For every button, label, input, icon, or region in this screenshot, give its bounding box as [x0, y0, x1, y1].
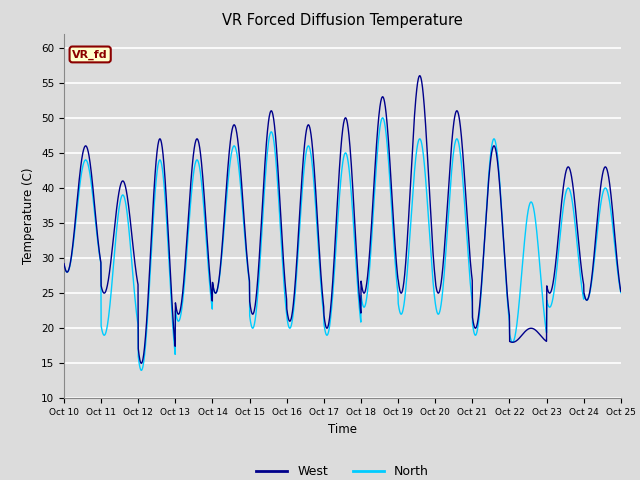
Y-axis label: Temperature (C): Temperature (C) — [22, 168, 35, 264]
Legend: West, North: West, North — [251, 460, 434, 480]
X-axis label: Time: Time — [328, 423, 357, 436]
Text: VR_fd: VR_fd — [72, 49, 108, 60]
Title: VR Forced Diffusion Temperature: VR Forced Diffusion Temperature — [222, 13, 463, 28]
